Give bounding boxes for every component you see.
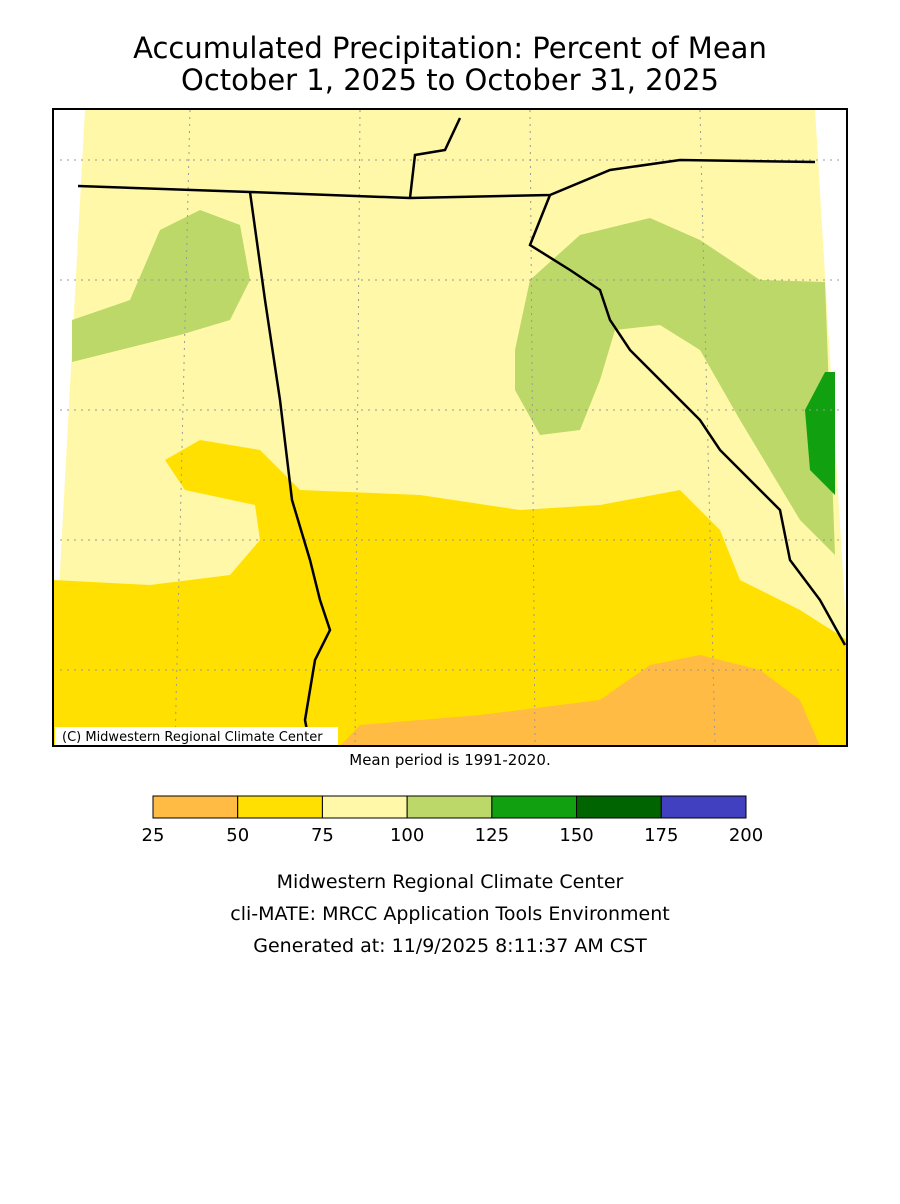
legend-swatch (660, 795, 747, 819)
legend-tick-label: 50 (226, 825, 249, 846)
title-line: Accumulated Precipitation: Percent of Me… (133, 31, 767, 65)
footer-line: Generated at: 11/9/2025 8:11:37 AM CST (253, 935, 647, 957)
legend-swatch (491, 795, 578, 819)
legend-tick-label: 175 (644, 825, 678, 846)
footer-line: cli-MATE: MRCC Application Tools Environ… (230, 903, 669, 925)
state-border (248, 191, 332, 747)
legend-tick-label: 150 (559, 825, 593, 846)
region-100-125 (72, 210, 250, 362)
region-25-50 (340, 655, 820, 746)
legend-tick-label: 200 (729, 825, 763, 846)
legend-tick-label: 75 (311, 825, 334, 846)
footer-line: Midwestern Regional Climate Center (277, 871, 624, 893)
map: (C) Midwestern Regional Climate Center (52, 108, 848, 747)
map-frame (52, 108, 848, 747)
legend-swatch (152, 795, 239, 819)
legend-tick-label: 25 (142, 825, 165, 846)
credit-bg (55, 727, 338, 745)
legend-swatch (576, 795, 662, 819)
mean-period-note: Mean period is 1991-2020. (349, 751, 550, 769)
legend-tick-label: 125 (475, 825, 509, 846)
legend-swatch (321, 795, 408, 819)
region-125-150 (805, 372, 835, 495)
title-line: October 1, 2025 to October 31, 2025 (181, 63, 719, 97)
legend-tick-label: 100 (390, 825, 424, 846)
state-border (408, 117, 462, 199)
legend-swatch (237, 795, 323, 819)
map-credit: (C) Midwestern Regional Climate Center (62, 730, 323, 745)
region-100-125 (515, 218, 835, 555)
legend: 25 50 75 100 125 150 175 200 (142, 795, 763, 846)
state-border (528, 194, 847, 646)
graticule (60, 109, 840, 746)
legend-swatch (406, 795, 493, 819)
